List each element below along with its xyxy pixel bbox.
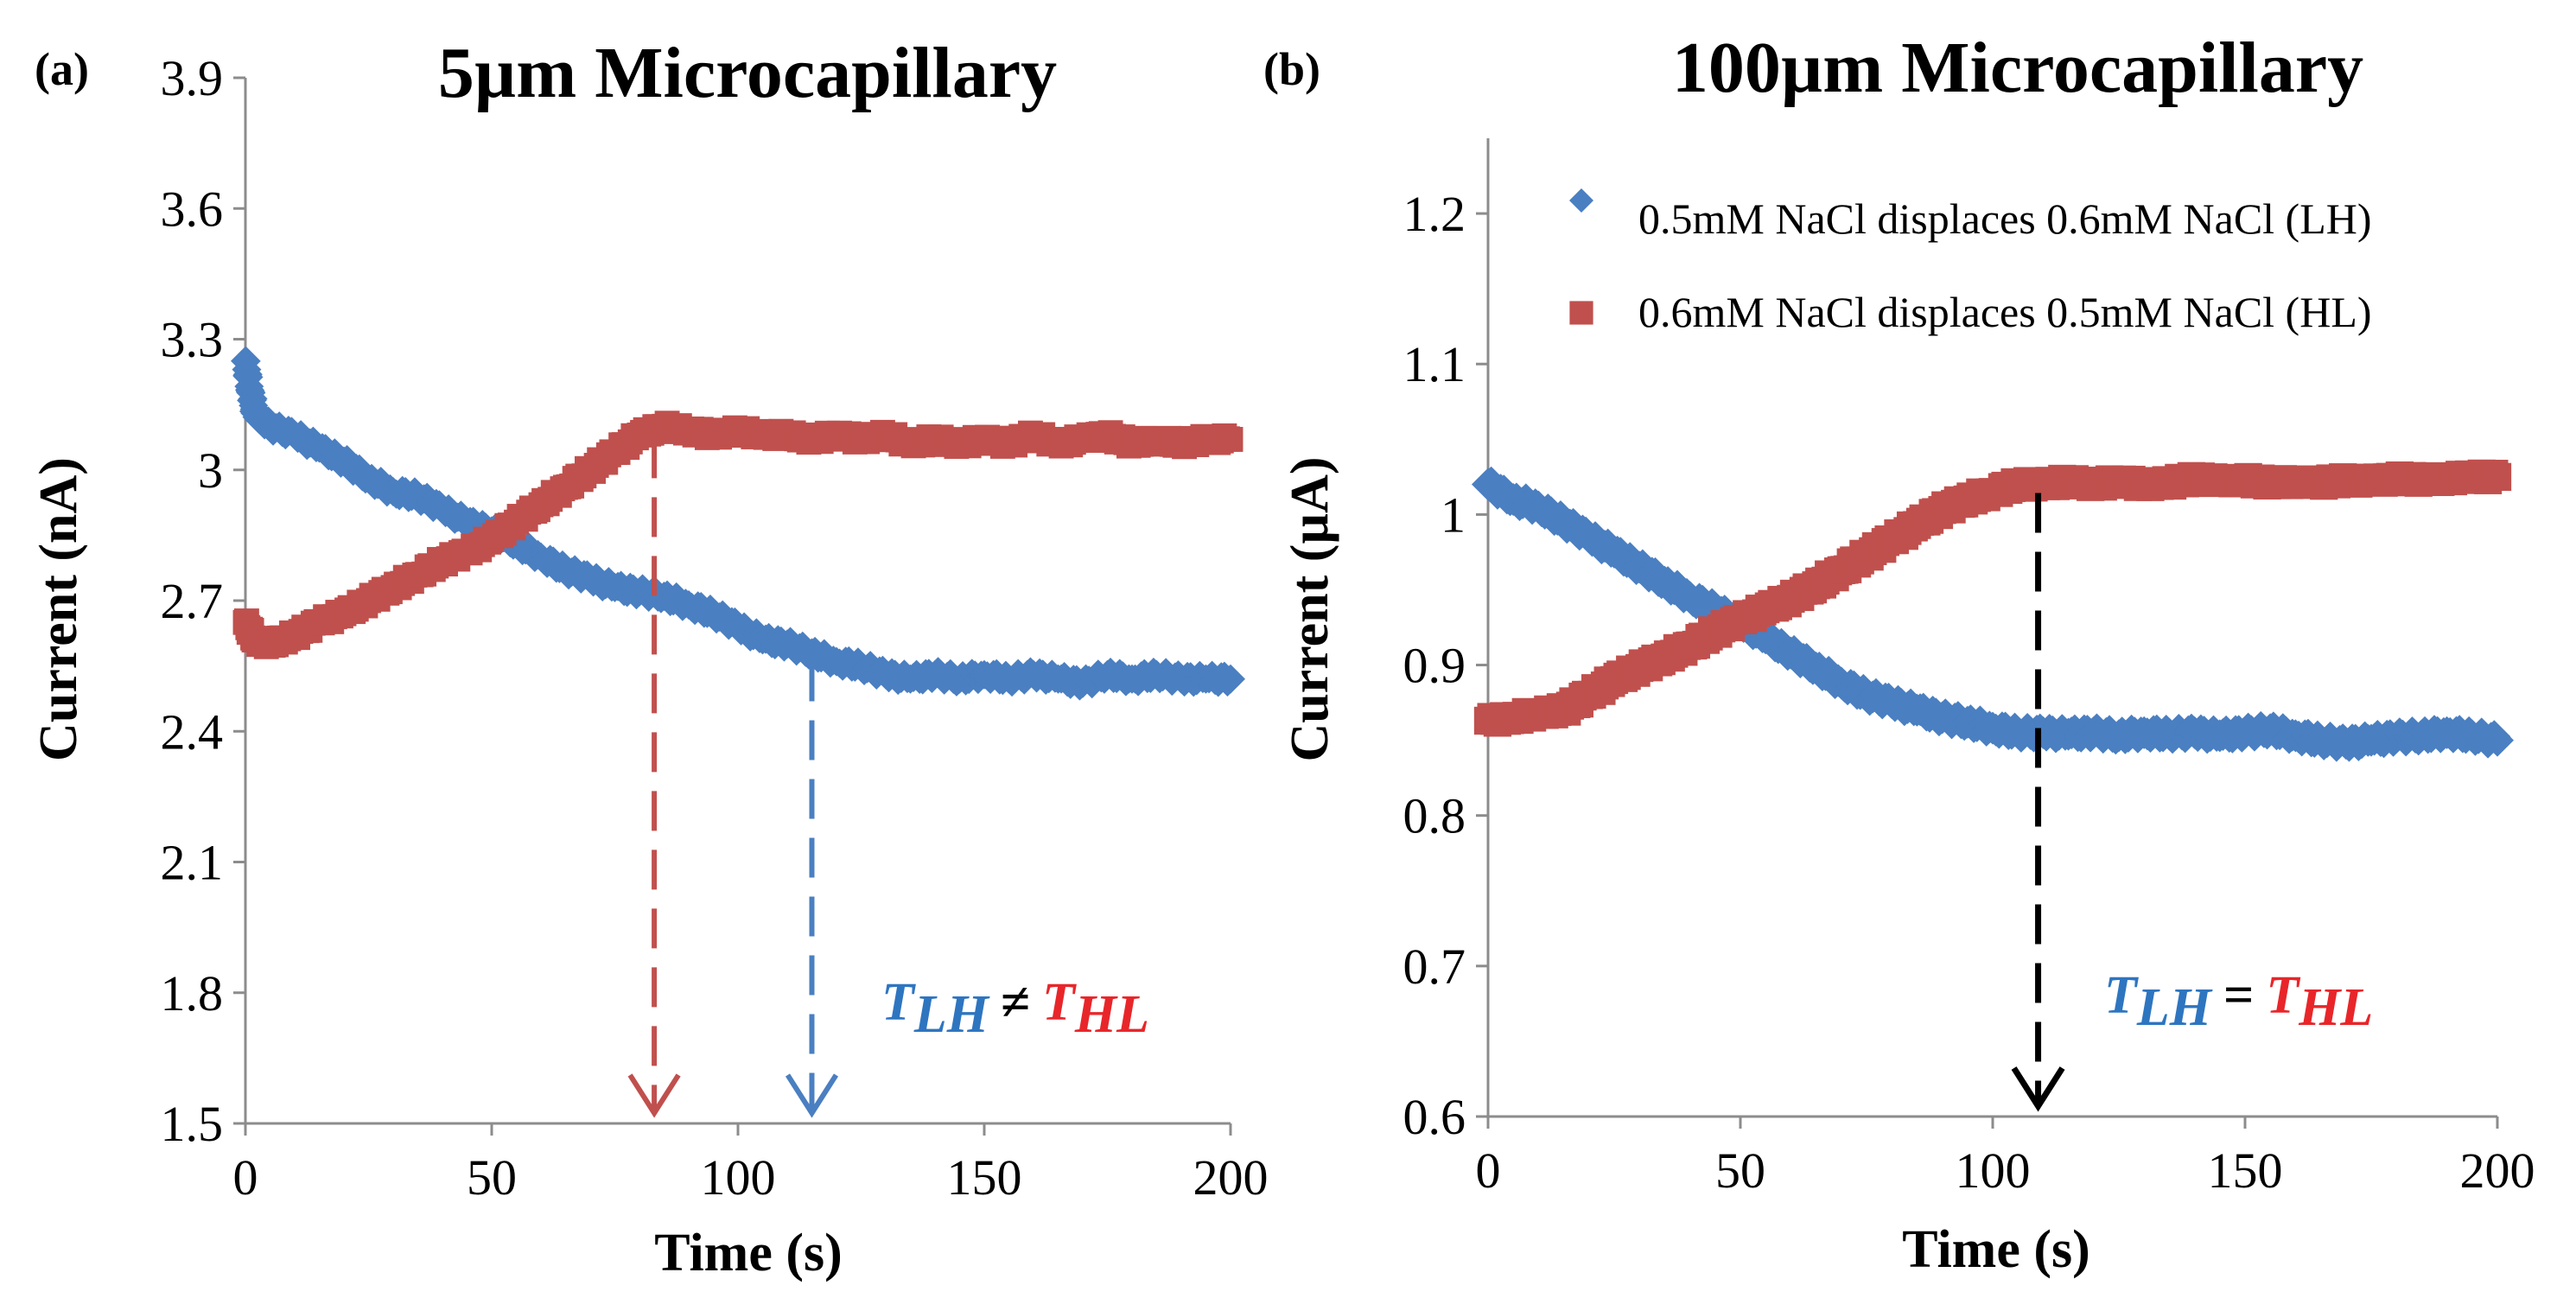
legend-marker-lh-shape [1569, 188, 1593, 213]
panel-b-annot-t1: T [2104, 966, 2139, 1025]
panel-b-legend: 0.5mM NaCl displaces 0.6mM NaCl (LH) 0.6… [1569, 188, 2372, 336]
panel-a-title: 5µm Microcapillary [438, 33, 1057, 113]
panel-b-ytick-label: 0.7 [1403, 939, 1466, 995]
panel-b-ylabel: Current (µA) [1281, 456, 1339, 761]
panel-b-annotation: TLH = THL [2104, 966, 2373, 1037]
panel-b-annot-t1-sub: LH [2136, 978, 2213, 1037]
panel-a-plot-area [231, 78, 1245, 1125]
panel-b-title: 100µm Microcapillary [1672, 28, 2363, 108]
panel-b-xlabel: Time (s) [1902, 1220, 2090, 1279]
panel-b-xtick-label: 200 [2460, 1142, 2535, 1199]
panel-a-annotation: TLH ≠ THL [881, 973, 1149, 1044]
panel-b-xtick-label: 150 [2208, 1142, 2283, 1199]
panel-a-chart: (a) 5µm Microcapillary 1.5 1.8 2.1 2.4 2.7 3 3… [29, 33, 1269, 1282]
panel-b-xticks: 0 50 100 150 200 [1476, 1117, 2535, 1199]
panel-b-ytick-label: 1.2 [1403, 186, 1466, 242]
panel-a-point-hl [1218, 427, 1243, 452]
panel-a-annot-op: ≠ [1001, 973, 1030, 1032]
panel-a-xtick-label: 200 [1193, 1149, 1269, 1206]
panel-a-point-lh [1216, 664, 1245, 694]
panel-a-ytick-label: 3.9 [161, 50, 224, 106]
panel-a-yticks: 1.5 1.8 2.1 2.4 2.7 3 3.3 3.6 3.9 [161, 50, 245, 1152]
panel-b-point-lh [2481, 723, 2514, 757]
panel-a-annot-t1-sub: LH [913, 985, 990, 1044]
panel-b-annot-t2: T [2266, 966, 2300, 1025]
panel-a-xtick-label: 0 [233, 1149, 258, 1206]
panel-b-ytick-label: 0.8 [1403, 788, 1466, 844]
panel-b-arrow-0 [2011, 493, 2065, 1112]
legend-entry-hl: 0.6mM NaCl displaces 0.5mM NaCl (HL) [1638, 288, 2372, 336]
panel-a-series-lh [231, 346, 1245, 701]
panel-a-ytick-label: 2.1 [161, 835, 224, 891]
panel-b-chart: (b) 100µm Microcapillary 0.6 0.7 0.8 0.9 1 1.… [1263, 28, 2535, 1279]
legend-marker-hl-shape [1569, 301, 1593, 325]
panel-b-ytick-label: 1.1 [1403, 336, 1466, 392]
panel-a-ytick-label: 1.8 [161, 965, 224, 1021]
panel-a-xticks: 0 50 100 150 200 [233, 1123, 1269, 1206]
panel-a-ytick-label: 3.6 [161, 181, 224, 237]
panel-b-ytick-label: 1 [1441, 487, 1466, 543]
panel-a-annot-t2-sub: HL [1074, 985, 1149, 1044]
panel-a-ytick-label: 2.4 [161, 703, 224, 760]
panel-a-label: (a) [35, 43, 89, 95]
panel-b-series-hl [1473, 459, 2512, 737]
panel-a-ytick-label: 3.3 [161, 312, 224, 368]
panel-a-annot-t1: T [881, 973, 916, 1032]
panel-b-ytick-label: 0.6 [1403, 1089, 1466, 1145]
legend-entry-lh: 0.5mM NaCl displaces 0.6mM NaCl (LH) [1638, 194, 2372, 243]
legend-marker-lh [1569, 188, 1593, 213]
panel-b-xtick-label: 50 [1715, 1142, 1765, 1199]
panel-a-ylabel: Current (nA) [29, 457, 88, 761]
panel-b-yticks: 0.6 0.7 0.8 0.9 1 1.1 1.2 [1403, 186, 1488, 1145]
panel-a-arrow-1 [785, 661, 839, 1118]
panel-b-xtick-label: 100 [1956, 1142, 2031, 1199]
panel-a-xtick-label: 150 [947, 1149, 1022, 1206]
legend-marker-hl [1569, 301, 1593, 325]
panel-a-xlabel: Time (s) [654, 1224, 843, 1282]
panel-a-xtick-label: 100 [701, 1149, 776, 1206]
panel-b-ytick-label: 0.9 [1403, 638, 1466, 694]
panel-a-xtick-label: 50 [467, 1149, 517, 1206]
panel-a-ytick-label: 3 [198, 442, 223, 499]
panel-a-ytick-label: 2.7 [161, 573, 224, 629]
panel-b-label: (b) [1263, 43, 1320, 95]
panel-a-ytick-label: 1.5 [161, 1096, 224, 1152]
panel-b-point-hl [2483, 462, 2512, 491]
panel-b-annot-t2-sub: HL [2298, 978, 2373, 1037]
panel-a-annot-t2: T [1042, 973, 1077, 1032]
panel-b-xtick-label: 0 [1476, 1142, 1501, 1199]
panel-b-plot-area [1472, 138, 2514, 1118]
panel-a-series-hl [232, 410, 1243, 659]
panel-b-annot-op: = [2223, 966, 2254, 1025]
panel-a-arrow-0 [627, 438, 681, 1118]
panel-b-series-lh [1472, 466, 2514, 762]
